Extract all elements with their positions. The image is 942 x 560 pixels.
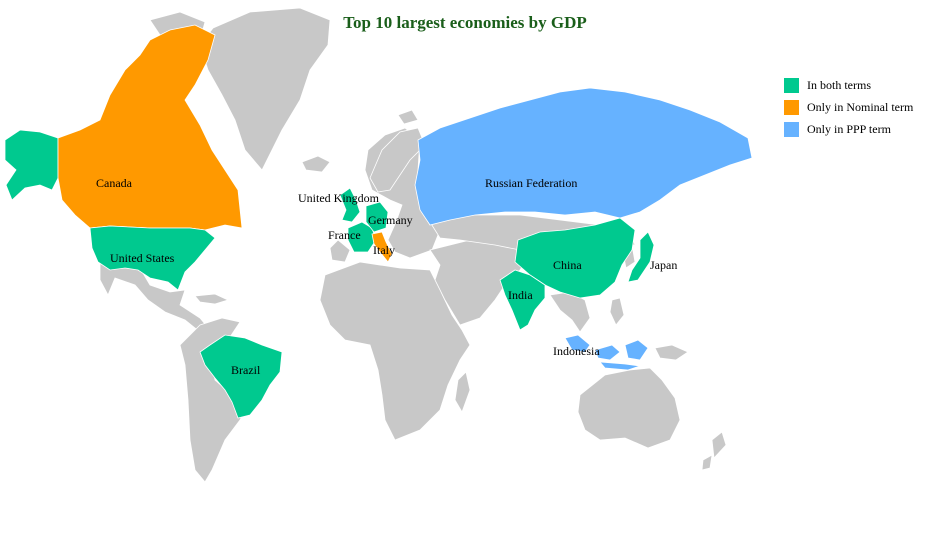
country-france[interactable] bbox=[347, 221, 377, 253]
country-italy[interactable] bbox=[371, 231, 393, 263]
country-russia[interactable] bbox=[414, 87, 753, 226]
new-zealand-shape bbox=[701, 431, 727, 471]
legend-item-ppp[interactable]: Only in PPP term bbox=[784, 118, 913, 140]
scandinavia-shape bbox=[369, 127, 426, 193]
label-united-kingdom: United Kingdom bbox=[298, 191, 380, 205]
country-united-states[interactable] bbox=[89, 225, 216, 291]
country-labels: Canada United States Brazil United Kingd… bbox=[96, 176, 677, 377]
country-united-kingdom[interactable] bbox=[339, 187, 361, 223]
label-canada: Canada bbox=[96, 176, 133, 190]
legend-swatch-both bbox=[784, 77, 799, 93]
map-title: Top 10 largest economies by GDP bbox=[343, 13, 587, 32]
country-japan[interactable] bbox=[627, 231, 655, 283]
legend-item-nominal[interactable]: Only in Nominal term bbox=[784, 96, 913, 118]
legend-label-ppp: Only in PPP term bbox=[807, 121, 891, 136]
australia-shape bbox=[577, 367, 681, 449]
legend-swatch-ppp bbox=[784, 121, 799, 137]
label-japan: Japan bbox=[650, 258, 677, 272]
country-brazil[interactable] bbox=[199, 334, 283, 419]
base-land bbox=[99, 7, 727, 483]
label-united-states: United States bbox=[110, 251, 175, 265]
southeast-asia-shape bbox=[549, 291, 591, 333]
country-germany[interactable] bbox=[365, 201, 389, 233]
madagascar-shape bbox=[454, 371, 471, 413]
label-italy: Italy bbox=[373, 243, 395, 257]
label-russia: Russian Federation bbox=[485, 176, 577, 190]
country-india[interactable] bbox=[499, 269, 546, 331]
country-indonesia[interactable] bbox=[564, 334, 649, 371]
label-india: India bbox=[508, 288, 533, 302]
label-germany: Germany bbox=[368, 213, 413, 227]
label-brazil: Brazil bbox=[231, 363, 261, 377]
highlighted-countries bbox=[4, 24, 753, 419]
label-indonesia: Indonesia bbox=[553, 344, 600, 358]
label-china: China bbox=[553, 258, 582, 272]
png-shape bbox=[654, 344, 689, 361]
legend-label-nominal: Only in Nominal term bbox=[807, 99, 914, 114]
legend-item-both[interactable]: In both terms bbox=[784, 74, 913, 96]
country-united-states-alaska[interactable] bbox=[4, 129, 59, 201]
caribbean-shape bbox=[194, 293, 230, 305]
africa-shape bbox=[319, 261, 471, 441]
philippines-shape bbox=[609, 297, 625, 326]
legend-swatch-nominal bbox=[784, 99, 799, 115]
label-france: France bbox=[328, 228, 361, 242]
iceland-shape bbox=[301, 155, 331, 173]
legend-label-both: In both terms bbox=[807, 77, 871, 92]
svalbard-shape bbox=[397, 109, 419, 125]
greenland-shape bbox=[199, 7, 331, 171]
map-legend: In both terms Only in Nominal term Only … bbox=[784, 74, 913, 140]
